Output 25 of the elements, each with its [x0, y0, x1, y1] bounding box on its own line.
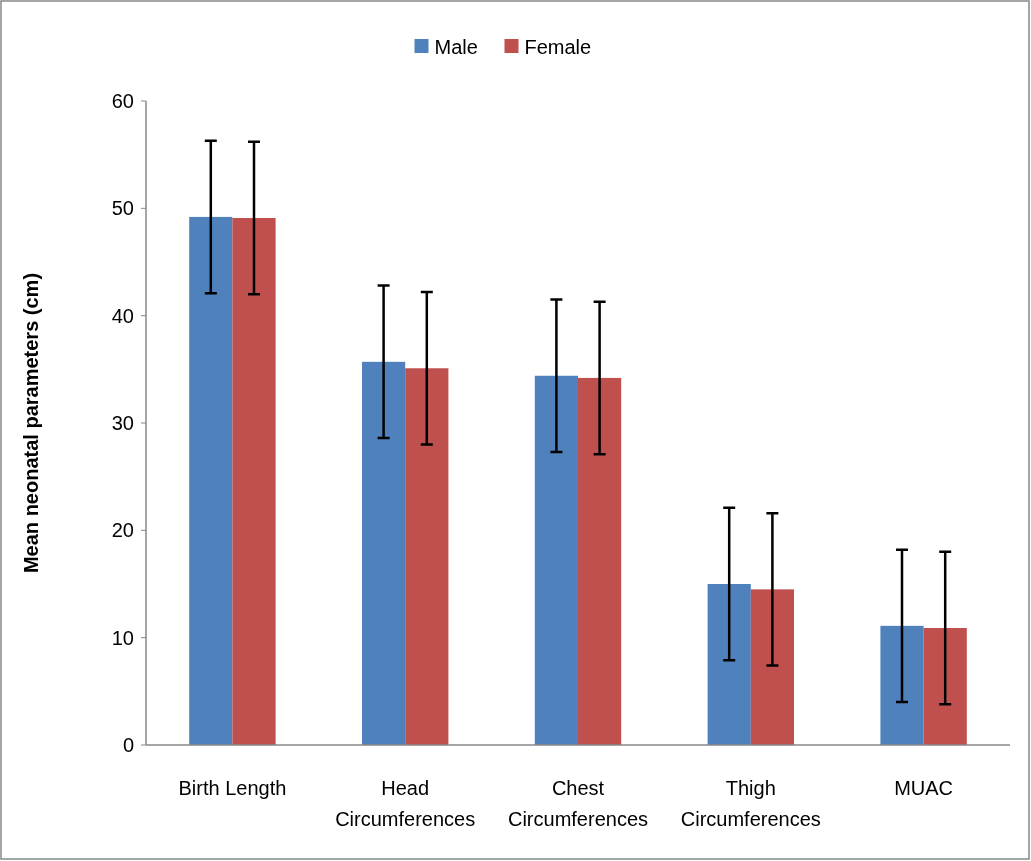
bar [750, 589, 794, 745]
bar [405, 368, 449, 745]
bar [232, 217, 276, 745]
y-tick-label: 20 [111, 519, 134, 542]
x-tick-label: Chest Circumferences [507, 777, 649, 830]
y-axis-title: Mean neonatal parameters (cm) [20, 272, 42, 574]
legend-label: Female [524, 36, 592, 58]
bar [707, 584, 751, 745]
y-tick-label: 40 [111, 304, 134, 327]
bar [362, 361, 406, 745]
x-tick-label: MUAC [894, 777, 954, 799]
y-tick-label: 60 [111, 90, 134, 112]
legend-label: Male [434, 36, 478, 58]
bar [923, 628, 967, 745]
y-tick-label: 50 [111, 197, 134, 220]
bar [880, 625, 924, 745]
x-tick-label: Birth Length [178, 777, 287, 799]
y-tick-label: 10 [111, 626, 134, 649]
bar [578, 377, 622, 745]
y-tick-label: 30 [111, 412, 134, 434]
bar [534, 375, 578, 745]
bar [189, 216, 233, 745]
x-tick-label: Thigh Circumferences [680, 777, 821, 830]
y-tick-label: 0 [122, 734, 134, 756]
x-tick-label: Head Circumferences [335, 777, 476, 830]
